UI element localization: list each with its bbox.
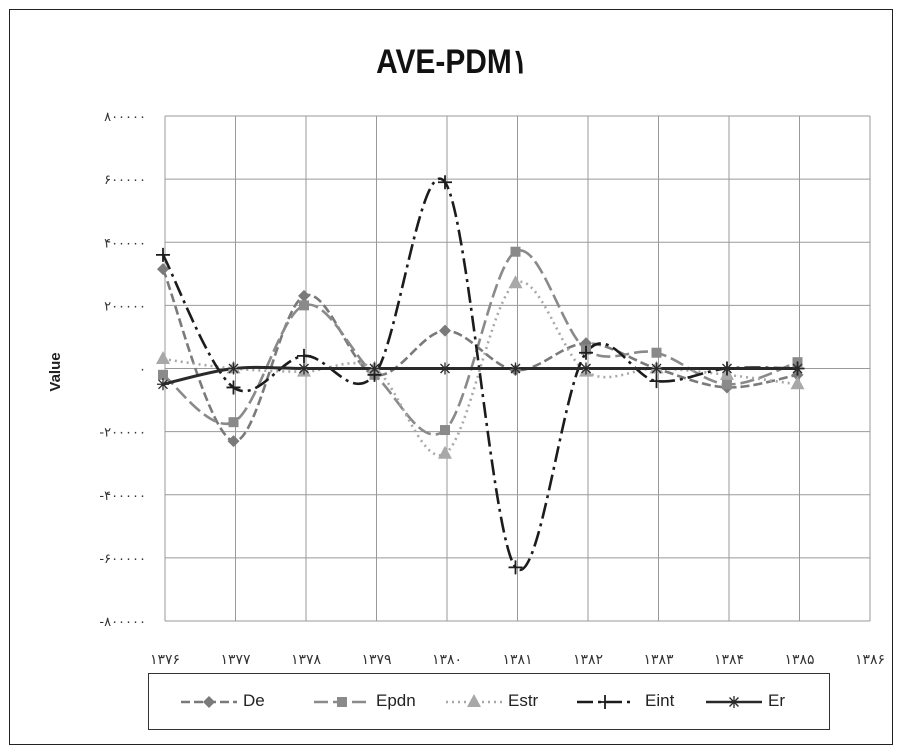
legend-label-eint: Eint: [645, 691, 675, 710]
legend-label-de: De: [243, 691, 265, 710]
legend-marker-eint: [598, 695, 612, 709]
marker-epdn: [510, 246, 521, 257]
marker-eint: [508, 560, 523, 575]
y-tick-label: ۴۰۰۰۰۰: [104, 236, 146, 251]
marker-eint: [297, 348, 311, 363]
legend-marker-de: [203, 696, 215, 708]
marker-er: [157, 378, 169, 391]
marker-estr: [790, 376, 805, 390]
x-tick-label: ۱۳۷۸: [291, 652, 322, 668]
marker-er: [509, 362, 522, 375]
marker-epdn: [651, 347, 662, 358]
marker-estr: [508, 275, 523, 289]
y-tick-label: -۲۰۰۰۰۰: [99, 426, 146, 441]
x-tick-label: ۱۳۸۰: [432, 652, 462, 668]
x-tick-label: ۱۳۷۹: [361, 652, 391, 668]
marker-de: [157, 263, 169, 276]
legend-marker-er: [728, 696, 740, 708]
marker-er: [368, 362, 381, 375]
marker-er: [721, 362, 733, 375]
marker-er: [791, 362, 804, 375]
marker-eint: [579, 345, 593, 360]
y-tick-label: ۸۰۰۰۰۰: [104, 110, 146, 125]
y-tick-label: -۸۰۰۰۰۰: [99, 615, 146, 630]
marker-er: [227, 362, 240, 375]
marker-eint: [226, 380, 241, 395]
series-markers: [156, 175, 805, 575]
marker-epdn: [158, 369, 168, 380]
marker-er: [580, 362, 592, 375]
series-lines: [161, 177, 798, 572]
y-tick-label: ۰: [139, 363, 146, 378]
legend-swatch-er: [706, 696, 762, 708]
x-tick-label: ۱۳۸۴: [714, 652, 744, 668]
legend-label-er: Er: [768, 691, 785, 710]
marker-er: [650, 362, 663, 375]
series-line-epdn: [162, 249, 798, 436]
series-line-er: [162, 365, 798, 386]
x-tick-label: ۱۳۸۶: [855, 652, 885, 668]
chart-title: AVE-PDM١: [376, 43, 528, 81]
marker-epdn: [722, 379, 732, 390]
x-tick-label: ۱۳۸۳: [643, 652, 674, 668]
y-tick-label: -۴۰۰۰۰۰: [99, 489, 146, 504]
legend-swatch-eint: [577, 695, 633, 709]
marker-eint: [156, 247, 170, 262]
marker-epdn: [228, 417, 239, 428]
x-tick-label: ۱۳۸۲: [573, 652, 603, 668]
marker-estr: [156, 351, 170, 365]
marker-de: [227, 435, 240, 448]
y-tick-label: ۲۰۰۰۰۰: [104, 299, 146, 314]
series-line-de: [161, 268, 798, 443]
y-tick-label: ۶۰۰۰۰۰: [104, 173, 146, 188]
marker-er: [298, 362, 310, 375]
x-tick-label: ۱۳۸۱: [502, 652, 532, 668]
y-axis-label: Value: [47, 352, 64, 392]
legend-marker-estr: [467, 694, 481, 707]
legend-label-epdn: Epdn: [376, 691, 416, 710]
marker-epdn: [299, 300, 309, 311]
legend: De Epdn Estr Eint Er: [148, 673, 830, 730]
x-tick-label: ۱۳۸۵: [784, 652, 814, 668]
y-tick-labels: ۸۰۰۰۰۰ ۶۰۰۰۰۰ ۴۰۰۰۰۰ ۲۰۰۰۰۰ ۰ -۲۰۰۰۰۰ -۴۰۰۰۰۰ -…: [99, 110, 146, 630]
marker-de: [298, 289, 310, 302]
marker-de: [439, 324, 451, 337]
series-line-eint: [161, 177, 798, 572]
marker-epdn: [440, 425, 450, 436]
marker-eint: [438, 175, 452, 190]
marker-eint: [649, 374, 664, 389]
x-tick-label: ۱۳۷۷: [220, 652, 251, 668]
marker-estr: [438, 445, 452, 459]
x-tick-labels: ۱۳۷۶ ۱۳۷۷ ۱۳۷۸ ۱۳۷۹ ۱۳۸۰ ۱۳۸۱ ۱۳۸۲ ۱۳۸۳ ۱۳۸۴ ۱۳۸۵…: [150, 652, 885, 668]
legend-marker-epdn: [337, 697, 347, 707]
marker-er: [439, 362, 451, 375]
legend-swatch-estr: [446, 694, 502, 707]
legend-swatch-epdn: [314, 697, 370, 707]
legend-label-estr: Estr: [508, 691, 539, 710]
y-tick-label: -۶۰۰۰۰۰: [99, 552, 146, 567]
x-tick-label: ۱۳۷۶: [150, 652, 180, 668]
legend-swatch-de: [181, 696, 237, 708]
chart-frame: [9, 9, 893, 745]
